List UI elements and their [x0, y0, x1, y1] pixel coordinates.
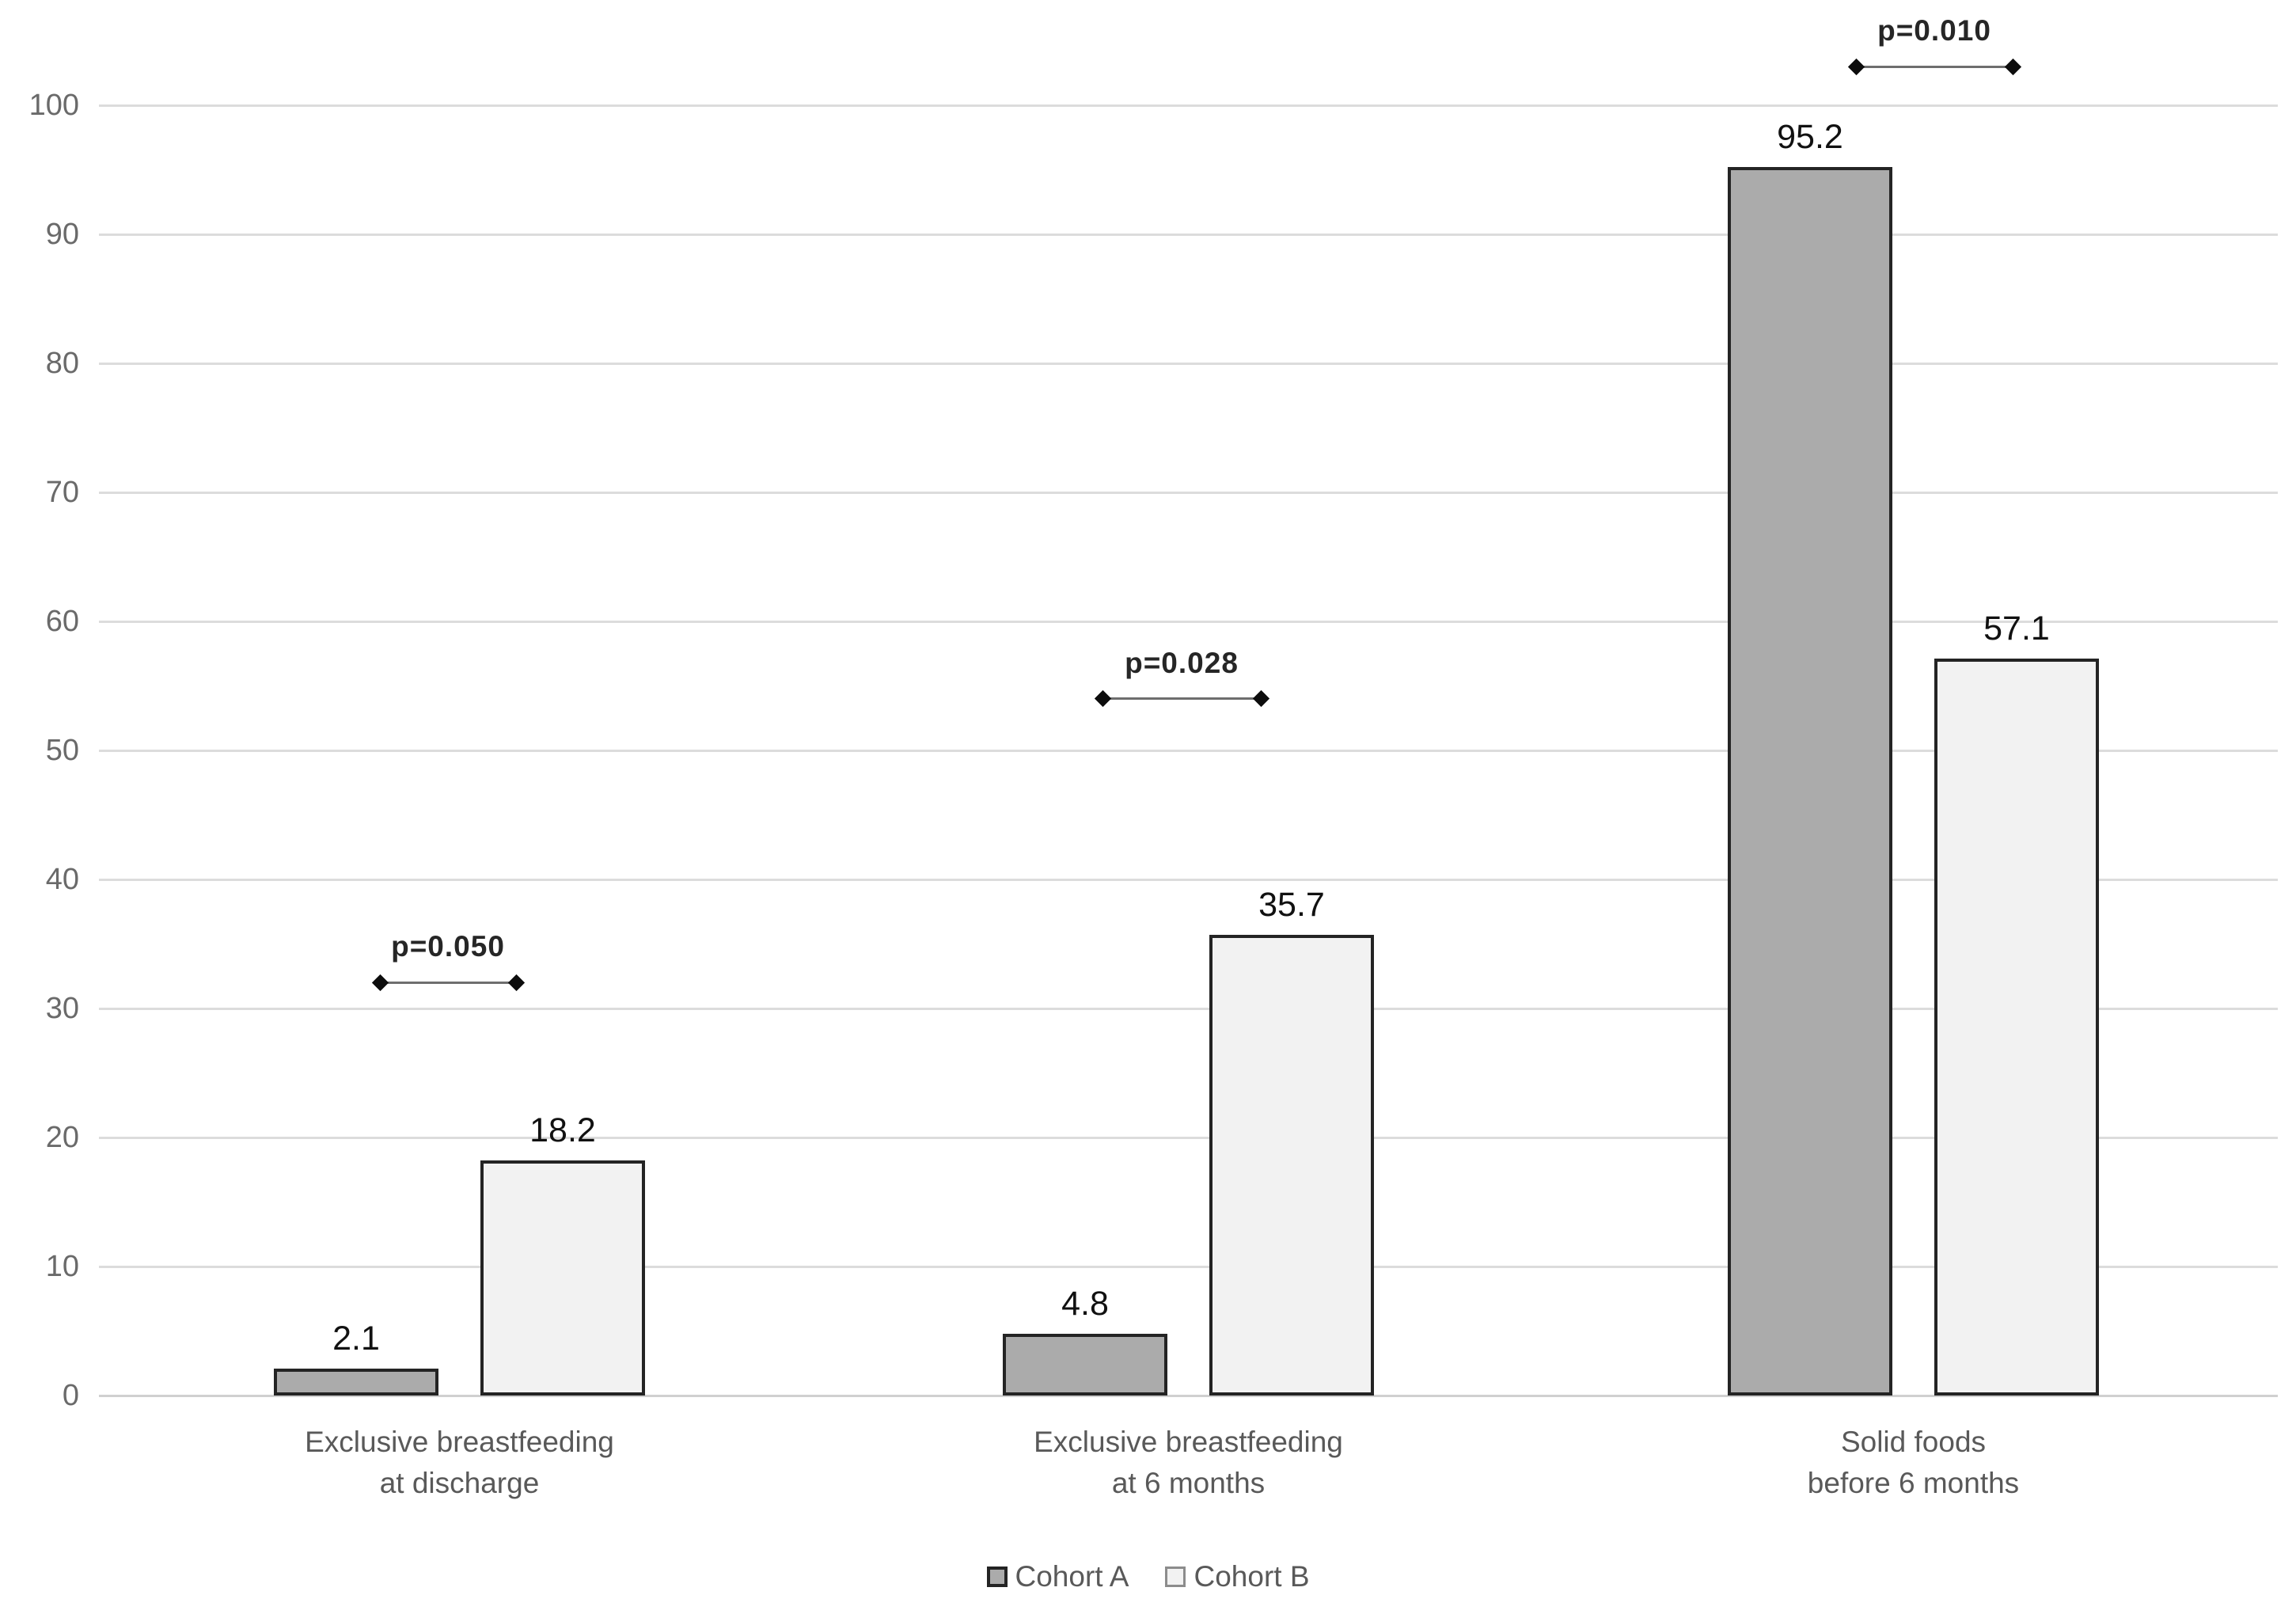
p-value-line [1856, 65, 2013, 68]
bar-cohort-a-2 [1728, 167, 1892, 1396]
gridline-60 [99, 620, 2278, 623]
bar-cohort-a-1 [1003, 1333, 1167, 1396]
bar-value-label: 2.1 [332, 1319, 380, 1358]
gridline-70 [99, 491, 2278, 494]
legend-item-cohort-b: Cohort B [1165, 1560, 1310, 1593]
bar-cohort-b-2 [1934, 659, 2099, 1396]
y-axis-tick-label: 10 [45, 1250, 79, 1283]
legend-label-cohort-b: Cohort B [1194, 1560, 1310, 1593]
bar-value-label: 18.2 [529, 1111, 596, 1150]
y-axis-tick-label: 40 [45, 863, 79, 896]
y-axis-tick-label: 60 [45, 605, 79, 638]
p-value-line [380, 981, 516, 984]
cohort-b-swatch-icon [1165, 1567, 1186, 1587]
p-value-diamond-right [1252, 690, 1270, 708]
bar-cohort-a-0 [274, 1368, 438, 1396]
legend: Cohort A Cohort B [0, 1561, 2296, 1593]
y-axis-tick-label: 70 [45, 476, 79, 509]
cohort-a-swatch-icon [986, 1567, 1008, 1587]
bar-value-label: 95.2 [1777, 118, 1843, 157]
bar-cohort-b-0 [480, 1160, 645, 1396]
gridline-80 [99, 362, 2278, 365]
p-value-diamond-left [371, 974, 389, 991]
p-value-diamond-left [1094, 690, 1112, 708]
bar-cohort-b-1 [1209, 935, 1374, 1396]
p-value-label: p=0.050 [391, 930, 505, 963]
gridline-90 [99, 233, 2278, 236]
gridline-100 [99, 104, 2278, 107]
p-value-diamond-right [2004, 58, 2022, 75]
y-axis-tick-label: 100 [28, 89, 79, 122]
gridline-10 [99, 1265, 2278, 1268]
gridline-40 [99, 878, 2278, 881]
gridline-50 [99, 749, 2278, 752]
y-axis-tick-label: 50 [45, 734, 79, 767]
legend-label-cohort-a: Cohort A [1015, 1560, 1129, 1593]
category-label-line: Exclusive breastfeeding [1034, 1426, 1343, 1458]
category-label-line: Solid foods [1840, 1426, 1987, 1458]
y-axis-tick-label: 80 [45, 347, 79, 380]
bar-value-label: 4.8 [1061, 1284, 1109, 1323]
gridline-30 [99, 1007, 2278, 1010]
bar-value-label: 35.7 [1258, 886, 1325, 925]
p-value-line [1102, 697, 1261, 701]
gridline-20 [99, 1136, 2278, 1139]
y-axis-tick-label: 0 [62, 1379, 79, 1412]
gridline-0 [99, 1394, 2278, 1397]
p-value-diamond-right [507, 974, 526, 991]
y-axis-tick-label: 90 [45, 218, 79, 251]
p-value-diamond-left [1847, 58, 1865, 75]
y-axis-tick-label: 30 [45, 992, 79, 1025]
bar-value-label: 57.1 [1983, 610, 2050, 648]
legend-item-cohort-a: Cohort A [986, 1560, 1129, 1593]
p-value-label: p=0.010 [1877, 14, 1991, 47]
y-axis-tick-label: 20 [45, 1121, 79, 1154]
p-value-label: p=0.028 [1125, 646, 1239, 679]
category-label-line: at discharge [379, 1467, 540, 1499]
category-label-line: before 6 months [1807, 1467, 2020, 1499]
category-label-line: Exclusive breastfeeding [305, 1426, 614, 1458]
category-label-line: at 6 months [1111, 1467, 1266, 1499]
